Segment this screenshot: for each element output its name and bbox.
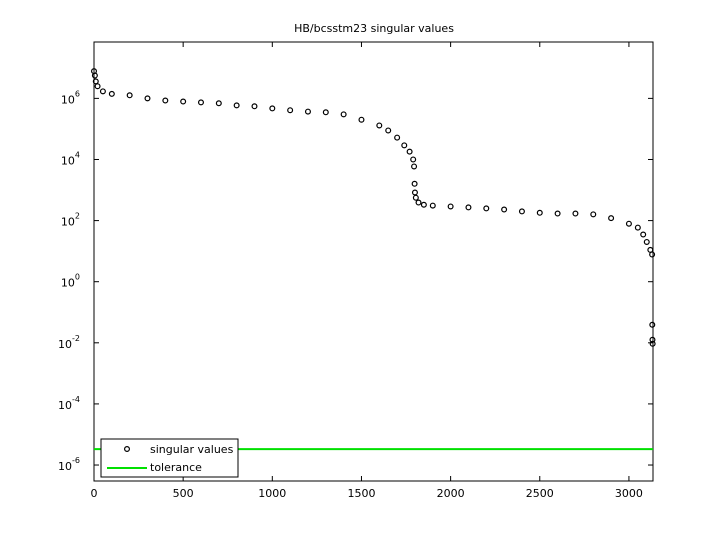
data-point: [420, 201, 427, 208]
data-point: [108, 90, 115, 97]
data-point: [412, 194, 419, 201]
x-tick-label: 500: [173, 487, 194, 500]
data-point: [215, 100, 222, 107]
data-point: [180, 98, 187, 105]
data-point: [483, 205, 490, 212]
data-point: [411, 163, 418, 170]
plot-area: [93, 41, 654, 482]
data-point: [536, 209, 543, 216]
x-tick-label: 3000: [615, 487, 643, 500]
data-point: [126, 92, 133, 99]
x-tick-label: 2000: [437, 487, 465, 500]
data-point: [322, 109, 329, 116]
y-tick-label: 102: [61, 211, 80, 229]
data-point: [376, 122, 383, 129]
data-point: [649, 336, 656, 343]
data-point: [251, 103, 258, 110]
data-point: [608, 215, 615, 222]
data-point: [572, 210, 579, 217]
x-tick-label: 1000: [258, 487, 286, 500]
y-tick-label: 10-4: [58, 394, 80, 412]
data-point: [269, 105, 276, 112]
y-tick-label: 10-2: [58, 333, 80, 351]
data-point: [410, 156, 417, 163]
data-point: [358, 116, 365, 123]
data-point: [162, 97, 169, 104]
data-point: [99, 88, 106, 95]
data-point: [590, 211, 597, 218]
data-point: [643, 238, 650, 245]
data-point: [144, 95, 151, 102]
data-point: [385, 127, 392, 134]
legend-label: singular values: [150, 443, 234, 456]
data-point: [518, 208, 525, 215]
data-point: [411, 180, 418, 187]
data-point: [233, 102, 240, 109]
data-point: [429, 202, 436, 209]
y-tick-label: 104: [61, 150, 80, 168]
y-tick-label: 100: [61, 272, 80, 290]
y-tick-label: 106: [61, 89, 80, 107]
data-point: [640, 231, 647, 238]
data-point: [554, 210, 561, 217]
x-tick-label: 1500: [347, 487, 375, 500]
data-point: [94, 83, 101, 90]
data-point: [634, 224, 641, 231]
data-point: [465, 204, 472, 211]
x-tick-label: 0: [91, 487, 98, 500]
data-point: [91, 72, 98, 79]
y-tick-label: 10-6: [58, 456, 80, 474]
data-point: [304, 108, 311, 115]
x-tick-label: 2500: [526, 487, 554, 500]
legend-marker: [123, 446, 130, 453]
data-point: [394, 134, 401, 141]
data-point: [649, 251, 656, 258]
data-point: [401, 142, 408, 149]
data-point: [197, 99, 204, 106]
data-point: [340, 111, 347, 118]
legend-label: tolerance: [150, 461, 202, 474]
chart-title: HB/bcsstm23 singular values: [294, 22, 454, 35]
data-point: [92, 78, 99, 85]
data-point: [649, 340, 656, 347]
data-point: [501, 206, 508, 213]
legend-box: [100, 438, 239, 478]
data-point: [415, 199, 422, 206]
data-point: [649, 321, 656, 328]
data-point: [406, 148, 413, 155]
data-point: [287, 107, 294, 114]
data-point: [447, 203, 454, 210]
data-point: [625, 220, 632, 227]
